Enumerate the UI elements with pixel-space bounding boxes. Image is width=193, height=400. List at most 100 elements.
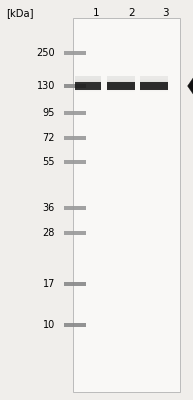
Bar: [64, 231, 86, 235]
Bar: [75, 81, 76, 82]
Bar: [92, 83, 93, 84]
Bar: [132, 90, 133, 91]
Bar: [159, 90, 160, 91]
Bar: [115, 85, 116, 86]
Bar: [161, 82, 162, 83]
Bar: [142, 88, 143, 89]
Bar: [132, 83, 133, 84]
Bar: [158, 84, 159, 85]
Bar: [125, 85, 126, 86]
Bar: [77, 82, 78, 83]
Bar: [140, 82, 168, 90]
Bar: [95, 81, 96, 82]
Bar: [127, 85, 128, 86]
Bar: [120, 84, 121, 85]
Bar: [129, 86, 130, 87]
Bar: [94, 84, 95, 85]
Bar: [81, 84, 82, 85]
Bar: [150, 81, 151, 82]
Bar: [154, 85, 155, 86]
Bar: [108, 90, 109, 91]
Bar: [144, 89, 145, 90]
Bar: [159, 88, 160, 89]
Bar: [94, 90, 95, 91]
Bar: [167, 88, 168, 89]
Bar: [134, 88, 135, 89]
Bar: [128, 87, 129, 88]
Bar: [140, 80, 141, 81]
Bar: [130, 80, 131, 81]
Bar: [86, 87, 87, 88]
Bar: [77, 85, 78, 86]
Bar: [108, 82, 109, 83]
Bar: [147, 88, 148, 89]
Bar: [142, 84, 143, 85]
Text: 250: 250: [36, 48, 55, 58]
Bar: [107, 86, 108, 87]
Bar: [122, 90, 123, 91]
Bar: [167, 85, 168, 86]
Bar: [116, 81, 117, 82]
Bar: [158, 89, 159, 90]
Bar: [79, 87, 80, 88]
Bar: [89, 88, 90, 89]
Bar: [124, 82, 125, 83]
Bar: [149, 86, 150, 87]
Bar: [112, 80, 113, 81]
Bar: [76, 80, 77, 81]
Bar: [98, 85, 99, 86]
Bar: [155, 81, 156, 82]
Bar: [111, 90, 112, 91]
Bar: [84, 87, 85, 88]
Bar: [162, 87, 163, 88]
Bar: [83, 87, 84, 88]
Bar: [119, 84, 120, 85]
Bar: [98, 87, 99, 88]
Bar: [83, 82, 84, 83]
Bar: [88, 84, 89, 85]
Bar: [166, 80, 167, 81]
Bar: [146, 86, 147, 87]
Bar: [83, 88, 84, 89]
Bar: [134, 90, 135, 91]
Bar: [91, 80, 92, 81]
Bar: [147, 81, 148, 82]
Bar: [115, 86, 116, 87]
Bar: [75, 82, 76, 83]
Bar: [125, 87, 126, 88]
Bar: [123, 81, 124, 82]
Bar: [76, 89, 77, 90]
Text: 72: 72: [42, 133, 55, 143]
Bar: [84, 80, 85, 81]
Bar: [129, 88, 130, 89]
Bar: [159, 84, 160, 85]
Bar: [110, 88, 111, 89]
Bar: [119, 86, 120, 87]
Bar: [164, 89, 165, 90]
Bar: [91, 83, 92, 84]
Bar: [142, 82, 143, 83]
Bar: [85, 83, 86, 84]
Bar: [163, 89, 164, 90]
Bar: [96, 85, 97, 86]
Bar: [90, 88, 91, 89]
Bar: [131, 83, 132, 84]
Bar: [90, 86, 91, 87]
Bar: [165, 84, 166, 85]
Text: 3: 3: [162, 8, 168, 18]
Bar: [161, 84, 162, 85]
Bar: [150, 89, 151, 90]
Bar: [98, 86, 99, 87]
Bar: [93, 85, 94, 86]
Bar: [81, 90, 82, 91]
Bar: [143, 86, 144, 87]
Bar: [141, 82, 142, 83]
Bar: [99, 82, 100, 83]
Bar: [127, 89, 128, 90]
Bar: [87, 84, 88, 85]
Bar: [85, 90, 86, 91]
Bar: [113, 90, 114, 91]
Bar: [166, 90, 167, 91]
Bar: [142, 80, 143, 81]
Bar: [159, 83, 160, 84]
